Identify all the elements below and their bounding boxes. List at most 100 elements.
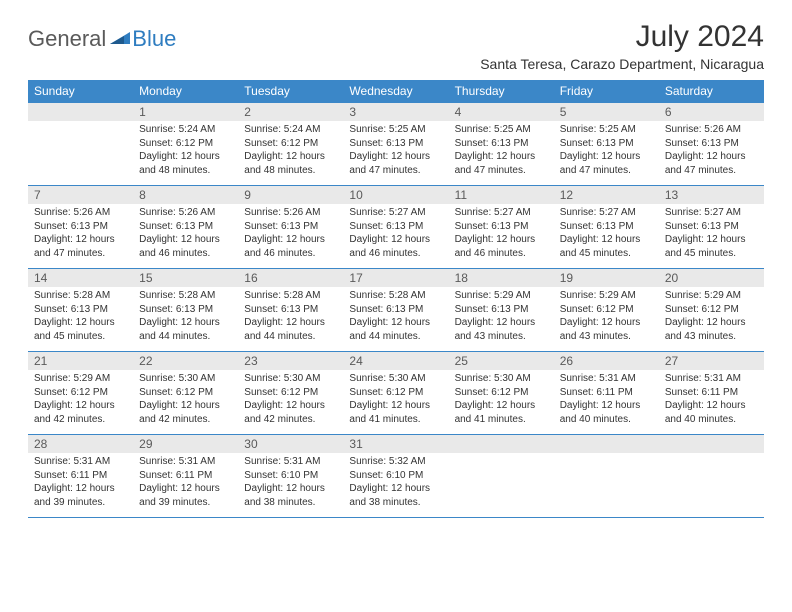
calendar-week-row: 1Sunrise: 5:24 AMSunset: 6:12 PMDaylight…	[28, 103, 764, 186]
calendar-day-cell: 14Sunrise: 5:28 AMSunset: 6:13 PMDayligh…	[28, 269, 133, 352]
calendar-day-cell	[449, 435, 554, 518]
col-header: Friday	[554, 80, 659, 103]
day-number	[28, 103, 133, 121]
day-details: Sunrise: 5:31 AMSunset: 6:11 PMDaylight:…	[554, 370, 659, 434]
calendar-day-cell: 4Sunrise: 5:25 AMSunset: 6:13 PMDaylight…	[449, 103, 554, 186]
col-header: Sunday	[28, 80, 133, 103]
calendar-day-cell: 27Sunrise: 5:31 AMSunset: 6:11 PMDayligh…	[659, 352, 764, 435]
calendar-day-cell: 12Sunrise: 5:27 AMSunset: 6:13 PMDayligh…	[554, 186, 659, 269]
day-details: Sunrise: 5:30 AMSunset: 6:12 PMDaylight:…	[133, 370, 238, 434]
calendar-day-cell: 18Sunrise: 5:29 AMSunset: 6:13 PMDayligh…	[449, 269, 554, 352]
logo-triangle-icon	[110, 28, 130, 44]
day-details: Sunrise: 5:31 AMSunset: 6:11 PMDaylight:…	[133, 453, 238, 517]
day-number: 11	[449, 186, 554, 204]
day-details: Sunrise: 5:30 AMSunset: 6:12 PMDaylight:…	[343, 370, 448, 434]
calendar-day-cell: 7Sunrise: 5:26 AMSunset: 6:13 PMDaylight…	[28, 186, 133, 269]
calendar-day-cell: 15Sunrise: 5:28 AMSunset: 6:13 PMDayligh…	[133, 269, 238, 352]
day-number: 8	[133, 186, 238, 204]
day-number: 4	[449, 103, 554, 121]
day-details: Sunrise: 5:26 AMSunset: 6:13 PMDaylight:…	[659, 121, 764, 185]
logo: General Blue	[28, 26, 176, 52]
day-number: 1	[133, 103, 238, 121]
day-number: 14	[28, 269, 133, 287]
day-details: Sunrise: 5:27 AMSunset: 6:13 PMDaylight:…	[449, 204, 554, 268]
day-number	[659, 435, 764, 453]
calendar-week-row: 21Sunrise: 5:29 AMSunset: 6:12 PMDayligh…	[28, 352, 764, 435]
calendar-day-cell: 29Sunrise: 5:31 AMSunset: 6:11 PMDayligh…	[133, 435, 238, 518]
day-number: 10	[343, 186, 448, 204]
logo-text-blue: Blue	[132, 26, 176, 52]
calendar-day-cell: 13Sunrise: 5:27 AMSunset: 6:13 PMDayligh…	[659, 186, 764, 269]
calendar-table: Sunday Monday Tuesday Wednesday Thursday…	[28, 80, 764, 518]
calendar-day-cell: 23Sunrise: 5:30 AMSunset: 6:12 PMDayligh…	[238, 352, 343, 435]
day-number: 18	[449, 269, 554, 287]
calendar-day-cell: 22Sunrise: 5:30 AMSunset: 6:12 PMDayligh…	[133, 352, 238, 435]
day-details: Sunrise: 5:28 AMSunset: 6:13 PMDaylight:…	[28, 287, 133, 351]
col-header: Saturday	[659, 80, 764, 103]
day-number: 6	[659, 103, 764, 121]
day-details: Sunrise: 5:31 AMSunset: 6:11 PMDaylight:…	[28, 453, 133, 517]
day-number: 30	[238, 435, 343, 453]
calendar-day-cell: 17Sunrise: 5:28 AMSunset: 6:13 PMDayligh…	[343, 269, 448, 352]
day-number: 13	[659, 186, 764, 204]
day-details: Sunrise: 5:28 AMSunset: 6:13 PMDaylight:…	[133, 287, 238, 351]
day-number: 12	[554, 186, 659, 204]
calendar-day-cell: 21Sunrise: 5:29 AMSunset: 6:12 PMDayligh…	[28, 352, 133, 435]
calendar-day-cell: 8Sunrise: 5:26 AMSunset: 6:13 PMDaylight…	[133, 186, 238, 269]
day-details: Sunrise: 5:31 AMSunset: 6:10 PMDaylight:…	[238, 453, 343, 517]
day-details: Sunrise: 5:29 AMSunset: 6:12 PMDaylight:…	[554, 287, 659, 351]
day-number: 5	[554, 103, 659, 121]
calendar-day-cell: 24Sunrise: 5:30 AMSunset: 6:12 PMDayligh…	[343, 352, 448, 435]
day-number: 29	[133, 435, 238, 453]
day-details-empty	[449, 453, 554, 504]
col-header: Wednesday	[343, 80, 448, 103]
day-number: 17	[343, 269, 448, 287]
calendar-week-row: 28Sunrise: 5:31 AMSunset: 6:11 PMDayligh…	[28, 435, 764, 518]
calendar-day-cell: 10Sunrise: 5:27 AMSunset: 6:13 PMDayligh…	[343, 186, 448, 269]
calendar-day-cell: 16Sunrise: 5:28 AMSunset: 6:13 PMDayligh…	[238, 269, 343, 352]
calendar-day-cell: 28Sunrise: 5:31 AMSunset: 6:11 PMDayligh…	[28, 435, 133, 518]
calendar-week-row: 7 Sunrise: 5:26 AMSunset: 6:13 PMDaylight…	[28, 186, 764, 269]
day-number: 19	[554, 269, 659, 287]
col-header: Tuesday	[238, 80, 343, 103]
day-number: 26	[554, 352, 659, 370]
calendar-day-cell: 2Sunrise: 5:24 AMSunset: 6:12 PMDaylight…	[238, 103, 343, 186]
calendar-day-cell: 6Sunrise: 5:26 AMSunset: 6:13 PMDaylight…	[659, 103, 764, 186]
day-number: 7	[28, 186, 133, 204]
calendar-day-cell: 9Sunrise: 5:26 AMSunset: 6:13 PMDaylight…	[238, 186, 343, 269]
header: General Blue July 2024 Santa Teresa, Car…	[28, 20, 764, 72]
logo-text-general: General	[28, 26, 106, 52]
day-number: 20	[659, 269, 764, 287]
day-details: Sunrise: 5:24 AMSunset: 6:12 PMDaylight:…	[238, 121, 343, 185]
calendar-day-cell: 11Sunrise: 5:27 AMSunset: 6:13 PMDayligh…	[449, 186, 554, 269]
calendar-week-row: 14Sunrise: 5:28 AMSunset: 6:13 PMDayligh…	[28, 269, 764, 352]
calendar-day-cell: 1Sunrise: 5:24 AMSunset: 6:12 PMDaylight…	[133, 103, 238, 186]
calendar-day-cell	[554, 435, 659, 518]
day-number: 21	[28, 352, 133, 370]
day-details: Sunrise: 5:26 AMSunset: 6:13 PMDaylight:…	[238, 204, 343, 268]
day-details: Sunrise: 5:24 AMSunset: 6:12 PMDaylight:…	[133, 121, 238, 185]
calendar-day-cell: 3Sunrise: 5:25 AMSunset: 6:13 PMDaylight…	[343, 103, 448, 186]
day-details-empty	[554, 453, 659, 504]
day-details: Sunrise: 5:25 AMSunset: 6:13 PMDaylight:…	[554, 121, 659, 185]
day-number	[554, 435, 659, 453]
day-number: 22	[133, 352, 238, 370]
calendar-day-cell: 19Sunrise: 5:29 AMSunset: 6:12 PMDayligh…	[554, 269, 659, 352]
day-number: 3	[343, 103, 448, 121]
day-number: 2	[238, 103, 343, 121]
day-details: Sunrise: 5:30 AMSunset: 6:12 PMDaylight:…	[449, 370, 554, 434]
day-details: Sunrise: 5:28 AMSunset: 6:13 PMDaylight:…	[343, 287, 448, 351]
day-number: 31	[343, 435, 448, 453]
day-details: Sunrise: 5:29 AMSunset: 6:13 PMDaylight:…	[449, 287, 554, 351]
day-number: 28	[28, 435, 133, 453]
day-details: Sunrise: 5:25 AMSunset: 6:13 PMDaylight:…	[449, 121, 554, 185]
col-header: Thursday	[449, 80, 554, 103]
calendar-day-cell	[28, 103, 133, 186]
title-block: July 2024 Santa Teresa, Carazo Departmen…	[480, 20, 764, 72]
day-number: 23	[238, 352, 343, 370]
calendar-header-row: Sunday Monday Tuesday Wednesday Thursday…	[28, 80, 764, 103]
day-details: Sunrise: 5:32 AMSunset: 6:10 PMDaylight:…	[343, 453, 448, 517]
day-details: Sunrise: 5:29 AMSunset: 6:12 PMDaylight:…	[659, 287, 764, 351]
day-details: Sunrise: 5:29 AMSunset: 6:12 PMDaylight:…	[28, 370, 133, 434]
location-subtitle: Santa Teresa, Carazo Department, Nicarag…	[480, 56, 764, 72]
